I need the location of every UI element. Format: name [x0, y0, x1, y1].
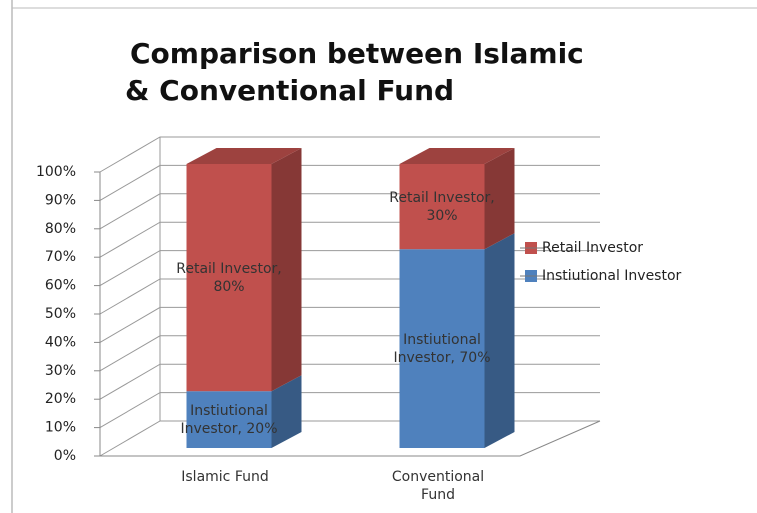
data-label: Retail Investor, 30% — [389, 189, 495, 224]
y-tick-label: 20% — [45, 391, 76, 407]
grid-line — [99, 306, 600, 343]
chart-title: Comparison between Islamic — [130, 37, 584, 70]
data-label: Instiutional Investor, 70% — [393, 331, 491, 366]
y-tick-label: 30% — [45, 363, 76, 379]
bar-segment — [186, 375, 302, 448]
y-tick-label: 100% — [36, 164, 76, 180]
bar-front — [399, 164, 485, 250]
data-label: Retail Investor, 80% — [176, 260, 282, 295]
bar-side — [484, 148, 515, 250]
y-tick-label: 10% — [45, 420, 76, 436]
grid-line — [99, 363, 600, 400]
y-tick-label: 70% — [45, 249, 76, 265]
bar-top — [186, 148, 302, 164]
y-tick-label: 0% — [54, 448, 76, 464]
bar-segment — [186, 148, 302, 392]
bar-top — [399, 148, 515, 164]
bar-front — [399, 249, 485, 448]
grid-line — [99, 136, 600, 173]
x-tick-label: Islamic Fund — [181, 469, 269, 485]
y-tick-label: 40% — [45, 334, 76, 350]
bar-side — [484, 233, 515, 448]
y-tick-label: 50% — [45, 306, 76, 322]
bar-side — [271, 148, 302, 392]
y-tick-label: 80% — [45, 221, 76, 237]
x-tick-label: Conventional Fund — [391, 469, 485, 503]
legend-label: Instiutional Investor — [542, 268, 682, 284]
data-label: Instiutional Investor, 20% — [180, 402, 278, 437]
legend-label: Retail Investor — [542, 240, 643, 256]
grid-line — [99, 335, 600, 372]
bar-side — [271, 375, 302, 448]
y-tick-label: 90% — [45, 192, 76, 208]
chart-title: & Conventional Fund — [125, 74, 454, 107]
bar-segment — [399, 233, 515, 448]
y-tick-label: 60% — [45, 278, 76, 294]
floor — [100, 420, 601, 457]
bar-front — [186, 391, 272, 448]
grid-line — [99, 193, 600, 230]
bar-segment — [399, 148, 515, 250]
grid-line — [99, 164, 600, 201]
bar-front — [186, 164, 272, 392]
